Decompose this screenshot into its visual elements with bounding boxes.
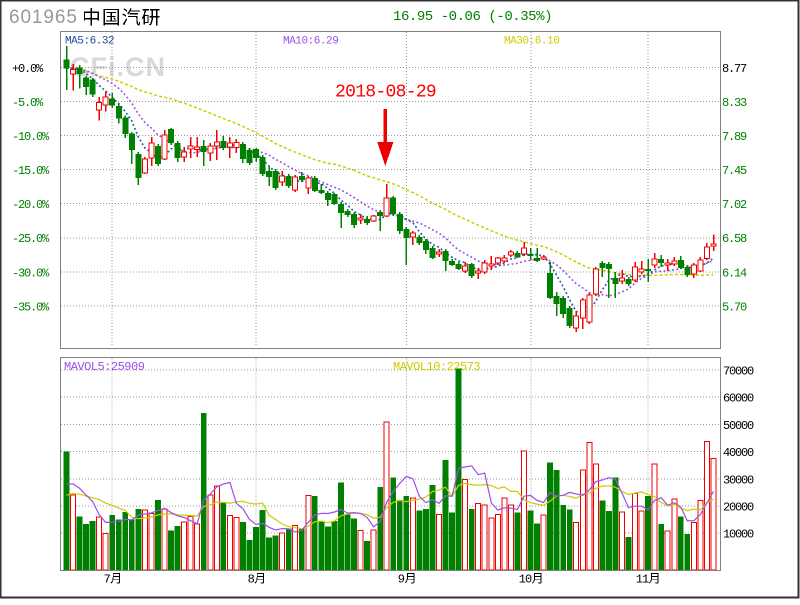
svg-text:60000: 60000 [723,392,754,406]
svg-text:50000: 50000 [723,419,754,433]
svg-text:MA30:6.10: MA30:6.10 [504,36,559,48]
svg-text:10000: 10000 [723,528,754,542]
svg-text:MA5:6.32: MA5:6.32 [65,36,114,48]
svg-text:20000: 20000 [723,501,754,515]
svg-text:7.02: 7.02 [722,198,747,212]
svg-text:-20.0%: -20.0% [12,198,50,212]
svg-text:10: 10 [519,573,532,587]
svg-text:-15.0%: -15.0% [12,164,50,178]
svg-text:MA10:6.29: MA10:6.29 [283,36,338,48]
svg-text:6.58: 6.58 [722,232,747,246]
svg-text:7: 7 [104,573,111,587]
svg-text:70000: 70000 [723,365,754,379]
svg-text:6.14: 6.14 [722,266,747,280]
svg-text:MAVOL5:25909: MAVOL5:25909 [64,360,145,374]
svg-text:11: 11 [636,573,649,587]
svg-text:-35.0%: -35.0% [12,300,50,314]
svg-text:-5.0%: -5.0% [12,96,44,110]
svg-text:-30.0%: -30.0% [12,266,50,280]
svg-text:5.70: 5.70 [722,300,747,314]
svg-text:2018-08-29: 2018-08-29 [335,83,436,103]
svg-text:9: 9 [398,573,405,587]
svg-text:8.77: 8.77 [722,62,747,76]
svg-text:601965: 601965 [9,7,78,28]
svg-text:8.33: 8.33 [722,96,747,110]
svg-text:40000: 40000 [723,446,754,460]
svg-text:16.95 -0.06 (-0.35%): 16.95 -0.06 (-0.35%) [393,9,552,25]
svg-text:-10.0%: -10.0% [12,130,50,144]
svg-text:7.45: 7.45 [722,164,747,178]
svg-text:8: 8 [248,573,255,587]
svg-text:+0.0%: +0.0% [12,62,44,76]
svg-text:-25.0%: -25.0% [12,232,50,246]
svg-text:7.89: 7.89 [722,130,747,144]
svg-text:MAVOL10:22573: MAVOL10:22573 [393,360,480,374]
svg-text:30000: 30000 [723,473,754,487]
